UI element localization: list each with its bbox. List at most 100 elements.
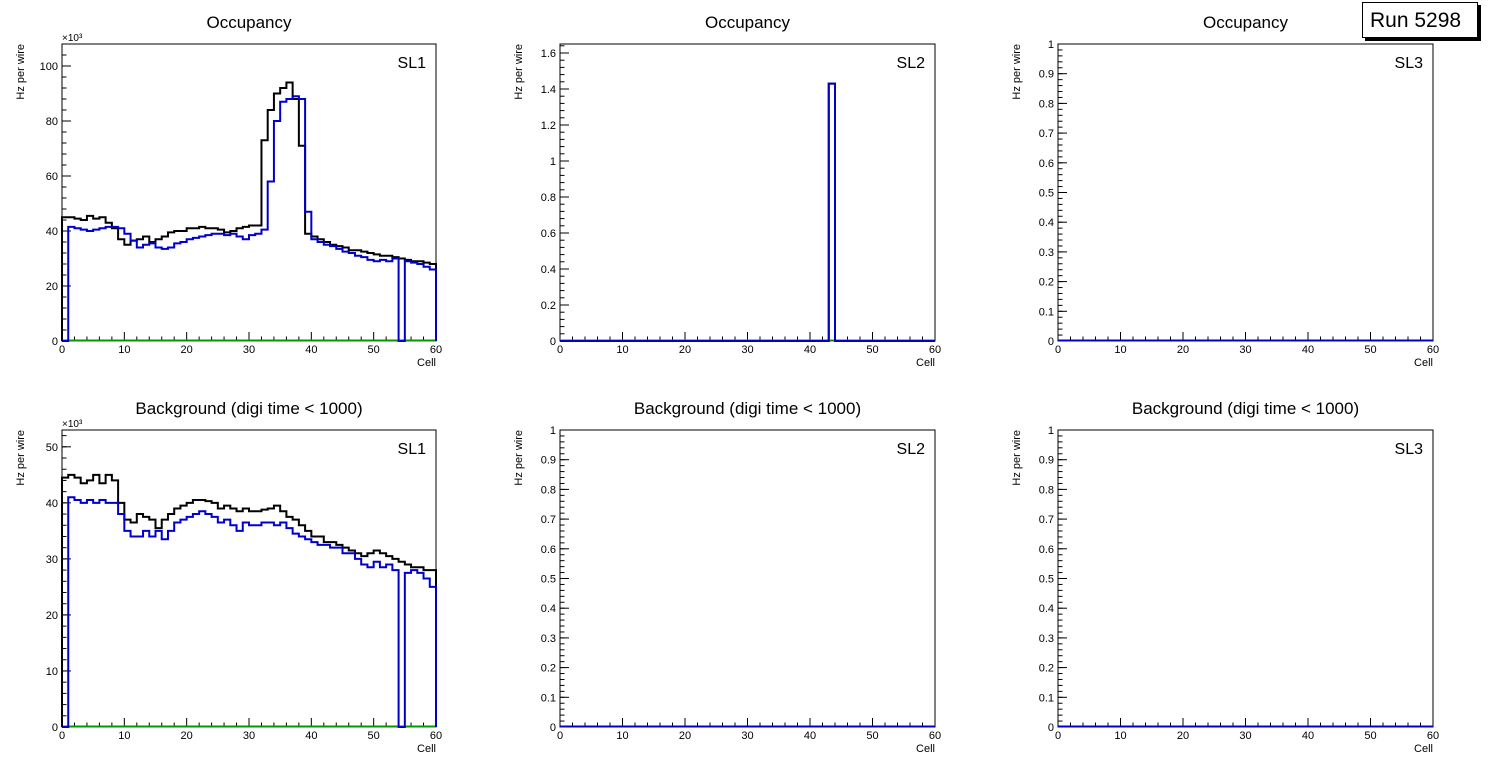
x-tick-label: 60	[929, 344, 941, 356]
x-tick-label: 30	[1239, 730, 1251, 742]
y-tick-label: 0.7	[1039, 514, 1054, 526]
chart-title: Background (digi time < 1000)	[1132, 399, 1359, 418]
y-tick-label: 1.2	[541, 120, 556, 132]
x-tick-label: 60	[929, 730, 941, 742]
y-tick-label: 0	[550, 722, 556, 734]
x-tick-label: 50	[866, 730, 878, 742]
x-tick-label: 0	[1055, 730, 1061, 742]
chart-title: Occupancy	[206, 13, 292, 32]
x-tick-label: 30	[741, 730, 753, 742]
x-tick-label: 50	[368, 344, 380, 356]
y-tick-label: 0.2	[1039, 663, 1054, 675]
y-axis-label: Hz per wire	[15, 44, 27, 100]
y-tick-label: 1	[1048, 39, 1054, 51]
y-tick-label: 1	[1048, 425, 1054, 437]
x-tick-label: 40	[305, 344, 317, 356]
plot-frame	[1057, 43, 1434, 342]
y-tick-label: 0.3	[1039, 247, 1054, 259]
y-tick-label: 0	[52, 722, 58, 734]
y-tick-label: 60	[46, 171, 58, 183]
chart-title: Occupancy	[1203, 13, 1289, 32]
y-tick-label: 0.1	[1039, 306, 1054, 318]
histogram-total-series	[61, 81, 437, 341]
y-axis-label: Hz per wire	[513, 44, 525, 100]
y-tick-label: 40	[46, 498, 58, 510]
x-tick-label: 30	[1239, 344, 1251, 356]
y-tick-label: 0.9	[541, 455, 556, 467]
superlayer-label: SL3	[1395, 55, 1424, 72]
superlayer-label: SL1	[398, 441, 427, 458]
y-tick-label: 0.7	[1039, 128, 1054, 140]
y-tick-label: 0.6	[1039, 158, 1054, 170]
y-tick-label: 0.6	[1039, 544, 1054, 556]
x-tick-label: 20	[1177, 344, 1189, 356]
y-tick-label: 10	[46, 666, 58, 678]
y-tick-label: 0.8	[1039, 98, 1054, 110]
y-tick-label: 0.3	[1039, 633, 1054, 645]
x-tick-label: 40	[305, 730, 317, 742]
plot-frame	[61, 43, 437, 342]
superlayer-label: SL3	[1395, 441, 1424, 458]
x-axis-label: Cell	[417, 357, 436, 369]
plot-frame	[1057, 429, 1434, 728]
superlayer-label: SL1	[398, 55, 427, 72]
y-tick-label: 0.5	[1039, 188, 1054, 200]
x-tick-label: 10	[118, 730, 130, 742]
histogram-total-series	[560, 82, 935, 342]
y-tick-label: 0.2	[1039, 277, 1054, 289]
x-tick-label: 60	[1427, 730, 1439, 742]
y-tick-label: 100	[40, 61, 58, 73]
x-tick-label: 40	[804, 344, 816, 356]
x-tick-label: 50	[368, 730, 380, 742]
y-tick-label: 0.5	[1039, 574, 1054, 586]
y-tick-label: 0.4	[541, 603, 556, 615]
y-tick-label: 0.2	[541, 300, 556, 312]
y-axis-label: Hz per wire	[15, 430, 27, 486]
x-tick-label: 10	[616, 730, 628, 742]
chart-panel-5: Background (digi time < 1000)0 10 20 30 40 50…	[513, 399, 941, 755]
y-tick-label: 1.6	[541, 48, 556, 60]
y-tick-label: 1	[550, 425, 556, 437]
y-tick-label: 50	[46, 442, 58, 454]
y-tick-label: 20	[46, 281, 58, 293]
y-axis-label: Hz per wire	[513, 430, 525, 486]
y-axis-label: Hz per wire	[1011, 44, 1023, 100]
chart-title: Occupancy	[705, 13, 791, 32]
x-tick-label: 20	[679, 730, 691, 742]
x-tick-label: 10	[1114, 730, 1126, 742]
x-axis-label: Cell	[417, 743, 436, 755]
superlayer-label: SL2	[897, 441, 926, 458]
x-tick-label: 0	[557, 344, 563, 356]
y-tick-label: 0	[52, 336, 58, 348]
y-tick-label: 0.6	[541, 544, 556, 556]
y-tick-label: 1.4	[541, 84, 556, 96]
y-axis-exponent: ×10³	[62, 33, 83, 44]
x-axis-label: Cell	[916, 743, 935, 755]
y-tick-label: 20	[46, 610, 58, 622]
x-tick-label: 40	[1302, 730, 1314, 742]
y-tick-label: 0	[550, 336, 556, 348]
x-tick-label: 10	[118, 344, 130, 356]
y-tick-label: 80	[46, 116, 58, 128]
x-tick-label: 50	[1364, 730, 1376, 742]
y-tick-label: 0.9	[1039, 455, 1054, 467]
x-tick-label: 20	[1177, 730, 1189, 742]
histogram-filtered-series	[62, 496, 437, 728]
y-tick-label: 0.8	[1039, 484, 1054, 496]
y-tick-label: 0.7	[541, 514, 556, 526]
x-tick-label: 30	[243, 344, 255, 356]
chart-panel-4: Background (digi time < 1000) 0 10 20 30 40 50…	[15, 399, 442, 755]
y-tick-label: 40	[46, 226, 58, 238]
x-tick-label: 10	[1114, 344, 1126, 356]
y-tick-label: 0.6	[541, 228, 556, 240]
plot-frame	[559, 43, 936, 342]
x-tick-label: 20	[679, 344, 691, 356]
x-axis-label: Cell	[1414, 357, 1433, 369]
y-tick-label: 30	[46, 554, 58, 566]
y-tick-label: 0	[1048, 722, 1054, 734]
x-tick-label: 60	[430, 344, 442, 356]
x-tick-label: 20	[181, 344, 193, 356]
